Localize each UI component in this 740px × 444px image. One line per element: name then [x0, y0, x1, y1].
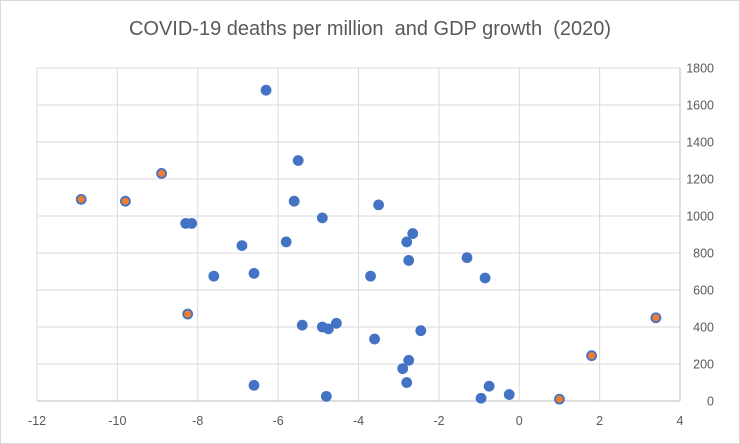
x-tick-label: 0: [516, 414, 523, 428]
data-point-blue: [503, 389, 515, 400]
data-point-blue: [415, 325, 427, 337]
data-point-blue: [208, 270, 220, 282]
data-point-inner-orange: [157, 169, 166, 178]
grid-lines: [36, 67, 681, 402]
y-tick-label: 200: [693, 358, 714, 372]
y-tick-label: 600: [693, 284, 714, 298]
y-tick-label: 400: [693, 321, 714, 335]
data-point-blue: [248, 267, 260, 279]
data-point-blue: [397, 363, 409, 375]
y-tick-label: 1000: [686, 210, 714, 224]
data-point-blue: [403, 255, 415, 266]
data-point-inner-orange: [121, 197, 130, 205]
axis-labels: -12 -10 -8 -6 -4 -2 0 2 4 0 200 400 600 800 1000 1200 14…: [28, 62, 714, 429]
data-point-blue: [280, 236, 292, 248]
x-tick-label: -10: [108, 414, 126, 428]
data-point-blue: [461, 252, 473, 264]
y-tick-label: 800: [693, 247, 714, 261]
data-point-blue: [483, 380, 495, 392]
x-tick-label: -8: [192, 414, 203, 428]
y-tick-label: 1200: [686, 173, 714, 187]
data-point-blue: [401, 377, 413, 388]
x-tick-label: 4: [677, 414, 684, 428]
x-tick-label: -2: [433, 414, 444, 428]
data-point-inner-orange: [587, 352, 596, 360]
y-tick-label: 1800: [686, 62, 714, 76]
y-tick-label: 0: [707, 395, 714, 409]
data-point-blue: [288, 195, 300, 207]
data-point-blue: [248, 379, 260, 391]
data-point-inner-orange: [77, 195, 85, 203]
data-point-blue: [296, 319, 308, 331]
data-point-blue: [365, 270, 376, 282]
data-point-blue: [316, 212, 328, 224]
data-point-blue: [322, 323, 334, 335]
data-point-blue: [292, 155, 304, 166]
chart-title: COVID-19 deaths per million and GDP grow…: [128, 18, 612, 40]
data-point-blue: [186, 218, 198, 229]
data-point-blue: [320, 390, 332, 402]
data-point-blue: [369, 333, 380, 345]
data-point-blue: [260, 84, 272, 96]
data-point-blue: [401, 236, 413, 248]
data-point-blue: [236, 240, 248, 252]
data-point-blue: [407, 228, 419, 239]
data-point-inner-orange: [184, 310, 192, 318]
x-tick-label: -12: [28, 414, 46, 428]
data-point-blue: [373, 199, 384, 211]
y-tick-label: 1400: [686, 136, 714, 150]
x-tick-label: -4: [353, 414, 364, 428]
y-tick-label: 1600: [686, 99, 714, 113]
data-point-inner-orange: [555, 395, 564, 403]
x-tick-label: 2: [596, 414, 603, 428]
data-point-blue: [403, 354, 415, 366]
data-point-blue: [479, 272, 491, 284]
x-tick-label: -6: [273, 414, 284, 428]
data-point-inner-orange: [652, 314, 660, 322]
data-points: [75, 84, 662, 405]
data-point-blue: [330, 317, 342, 329]
data-point-blue: [475, 392, 487, 404]
